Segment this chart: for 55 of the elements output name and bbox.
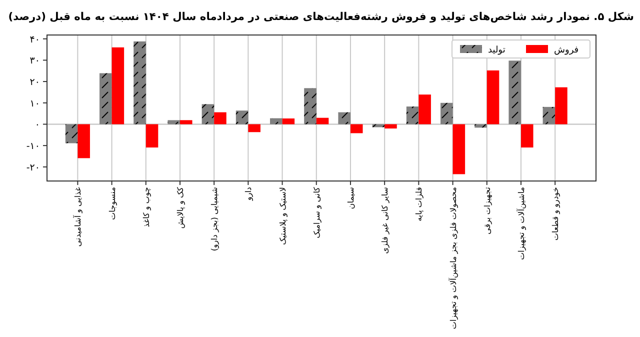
bar xyxy=(508,60,521,124)
x-tick-label: منسوجات xyxy=(108,187,117,220)
y-tick-label: ۰ xyxy=(34,120,40,131)
bar xyxy=(78,124,90,158)
bar xyxy=(555,87,568,124)
bar xyxy=(282,118,295,124)
bar xyxy=(304,88,316,124)
bar xyxy=(100,73,112,124)
x-tick-label: غذایی و آشامیدنی xyxy=(72,187,83,247)
legend-label: فروش xyxy=(554,46,579,56)
bar xyxy=(384,124,397,128)
bar xyxy=(214,112,226,124)
x-tick-label: فلزات پایه xyxy=(414,186,424,222)
bar xyxy=(180,120,192,124)
y-tick-label: ۱۰ xyxy=(30,98,40,110)
bar xyxy=(372,124,385,128)
bar xyxy=(168,120,180,124)
bar xyxy=(452,124,466,174)
bar xyxy=(338,112,350,124)
x-tick-label: محصولات فلزی بجز ماشین‌آلات و تجهیزات xyxy=(448,187,458,330)
bar xyxy=(134,41,146,124)
x-tick-label: سایر کانی غیر فلزی xyxy=(380,186,390,254)
bar xyxy=(248,124,260,132)
bar xyxy=(316,118,329,124)
bar xyxy=(65,124,78,144)
x-tick-label: ماشین‌آلات و تجهیزات xyxy=(516,187,526,260)
x-tick-label: تجهیزات برقی xyxy=(482,187,492,234)
x-tick-label: کک و پالایش xyxy=(176,186,185,229)
bar xyxy=(440,102,453,124)
x-tick-label: خودرو و قطعات xyxy=(551,186,560,241)
x-tick-label: لاستیک و پلاستیک xyxy=(278,187,288,245)
bar xyxy=(474,124,487,128)
x-tick-label: چوب و کاغذ xyxy=(142,186,151,228)
bar xyxy=(112,47,124,124)
bar xyxy=(542,106,556,124)
x-tick-label: دارو xyxy=(244,186,254,202)
legend-label: تولید xyxy=(488,46,506,56)
y-tick-label: ۲۰ xyxy=(30,77,40,88)
bar xyxy=(236,110,248,124)
bar xyxy=(520,124,534,148)
bar xyxy=(202,104,214,124)
y-tick-label: -۱۰ xyxy=(26,141,40,152)
x-tick-label: کانی و سرامیک xyxy=(312,186,322,238)
bar xyxy=(350,124,363,134)
y-tick-label: ۳۰ xyxy=(30,56,40,67)
bar xyxy=(486,70,500,124)
x-tick-label: سیمان xyxy=(346,186,356,210)
bar xyxy=(418,94,431,124)
x-tick-label: شیمیایی (بجز دارو) xyxy=(210,186,220,252)
y-tick-label: -۲۰ xyxy=(26,162,40,174)
bar xyxy=(146,124,158,148)
bar xyxy=(270,118,282,124)
y-tick-label: ۴۰ xyxy=(30,34,40,46)
bar xyxy=(406,106,419,124)
chart-title: شکل ۵. نمودار رشد شاخص‌های تولید و فروش رشته‌فعالیت‌های صنعتی در مردادماه سال ۱۴۰۴ نسبت به ماه قبل (درصد) xyxy=(8,10,634,23)
